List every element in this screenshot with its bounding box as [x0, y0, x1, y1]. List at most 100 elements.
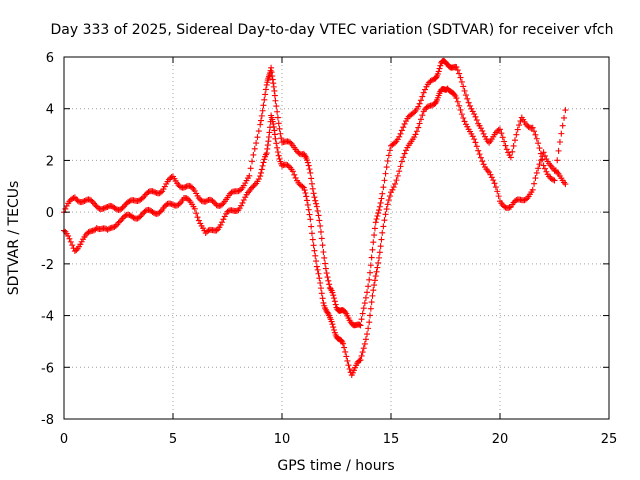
- data-point-plus: [239, 199, 246, 206]
- data-point-plus: [74, 197, 81, 204]
- data-point-plus: [495, 193, 502, 200]
- data-point-plus: [323, 270, 330, 277]
- data-point-plus: [362, 294, 369, 301]
- data-point-plus: [529, 124, 536, 131]
- data-point-plus: [135, 214, 142, 221]
- y-tick-label: 4: [46, 103, 54, 118]
- data-point-plus: [310, 242, 317, 249]
- data-point-plus: [548, 176, 555, 183]
- data-point-plus: [416, 120, 423, 127]
- data-point-plus: [402, 147, 409, 154]
- data-point-plus: [487, 171, 494, 178]
- y-tick-label: -8: [41, 413, 54, 428]
- data-point-plus: [344, 357, 351, 364]
- data-point-plus: [396, 168, 403, 175]
- data-point-plus: [471, 136, 478, 143]
- data-point-plus: [382, 170, 389, 177]
- data-point-plus: [93, 225, 100, 232]
- data-point-plus: [272, 135, 279, 142]
- data-point-plus: [152, 189, 159, 196]
- data-point-plus: [276, 155, 283, 162]
- data-point-plus: [490, 177, 497, 184]
- x-tick-label: 10: [274, 432, 291, 447]
- data-point-plus: [372, 219, 379, 226]
- data-point-plus: [304, 159, 311, 166]
- data-point-plus: [397, 130, 404, 137]
- data-point-plus: [63, 202, 70, 209]
- data-point-plus: [360, 305, 367, 312]
- data-point-plus: [345, 362, 352, 369]
- data-point-plus: [343, 353, 350, 360]
- data-point-plus: [308, 230, 315, 237]
- y-tick-label: -6: [41, 361, 54, 376]
- data-point-plus: [400, 124, 407, 131]
- data-point-plus: [393, 177, 400, 184]
- data-point-plus: [464, 123, 471, 130]
- data-point-plus: [562, 181, 569, 188]
- data-point-plus: [494, 188, 501, 195]
- data-point-plus: [209, 197, 216, 204]
- data-point-plus: [78, 238, 85, 245]
- data-point-plus: [378, 236, 385, 243]
- data-point-plus: [562, 107, 569, 114]
- data-point-plus: [479, 127, 486, 134]
- data-point-plus: [350, 367, 357, 374]
- data-point-plus: [536, 161, 543, 168]
- data-point-plus: [314, 266, 321, 273]
- data-point-plus: [278, 135, 285, 142]
- data-point-plus: [472, 139, 479, 146]
- data-point-plus: [371, 232, 378, 239]
- data-point-plus: [156, 209, 163, 216]
- data-point-plus: [342, 348, 349, 355]
- data-point-plus: [511, 137, 518, 144]
- data-point-plus: [341, 344, 348, 351]
- data-point-plus: [221, 213, 228, 220]
- data-point-plus: [330, 292, 337, 299]
- data-point-plus: [386, 193, 393, 200]
- data-point-plus: [249, 184, 256, 191]
- data-point-plus: [250, 151, 257, 158]
- data-point-plus: [358, 352, 365, 359]
- data-point-plus: [368, 299, 375, 306]
- data-point-plus: [374, 212, 381, 219]
- data-point-plus: [277, 130, 284, 137]
- data-point-plus: [397, 163, 404, 170]
- data-point-plus: [312, 197, 319, 204]
- data-point-plus: [460, 83, 467, 90]
- data-point-plus: [62, 205, 69, 212]
- data-point-plus: [559, 122, 566, 129]
- data-point-plus: [394, 172, 401, 179]
- data-point-plus: [411, 134, 418, 141]
- data-point-plus: [315, 270, 322, 277]
- data-point-plus: [385, 197, 392, 204]
- data-point-plus: [499, 134, 506, 141]
- data-point-plus: [469, 133, 476, 140]
- data-point-plus: [376, 207, 383, 214]
- data-point-plus: [191, 187, 198, 194]
- data-point-plus: [357, 357, 364, 364]
- data-point-plus: [373, 268, 380, 275]
- data-point-plus: [522, 196, 529, 203]
- data-point-plus: [381, 177, 388, 184]
- data-point-plus: [376, 254, 383, 261]
- data-point-plus: [475, 147, 482, 154]
- data-point-plus: [329, 321, 336, 328]
- y-tick-label: -4: [41, 310, 54, 325]
- data-point-plus: [318, 235, 325, 242]
- data-point-plus: [436, 65, 443, 72]
- data-point-plus: [486, 169, 493, 176]
- data-point-plus: [361, 300, 368, 307]
- data-point-plus: [184, 196, 191, 203]
- data-point-plus: [507, 154, 514, 161]
- data-point-plus: [112, 223, 119, 230]
- data-point-plus: [367, 305, 374, 312]
- data-point-plus: [420, 89, 427, 96]
- data-point-plus: [558, 130, 565, 137]
- data-point-plus: [540, 162, 547, 169]
- data-point-plus: [359, 310, 366, 317]
- data-point-plus: [400, 154, 407, 161]
- data-point-plus: [417, 97, 424, 104]
- data-point-plus: [279, 162, 285, 169]
- x-tick-label: 25: [601, 432, 618, 447]
